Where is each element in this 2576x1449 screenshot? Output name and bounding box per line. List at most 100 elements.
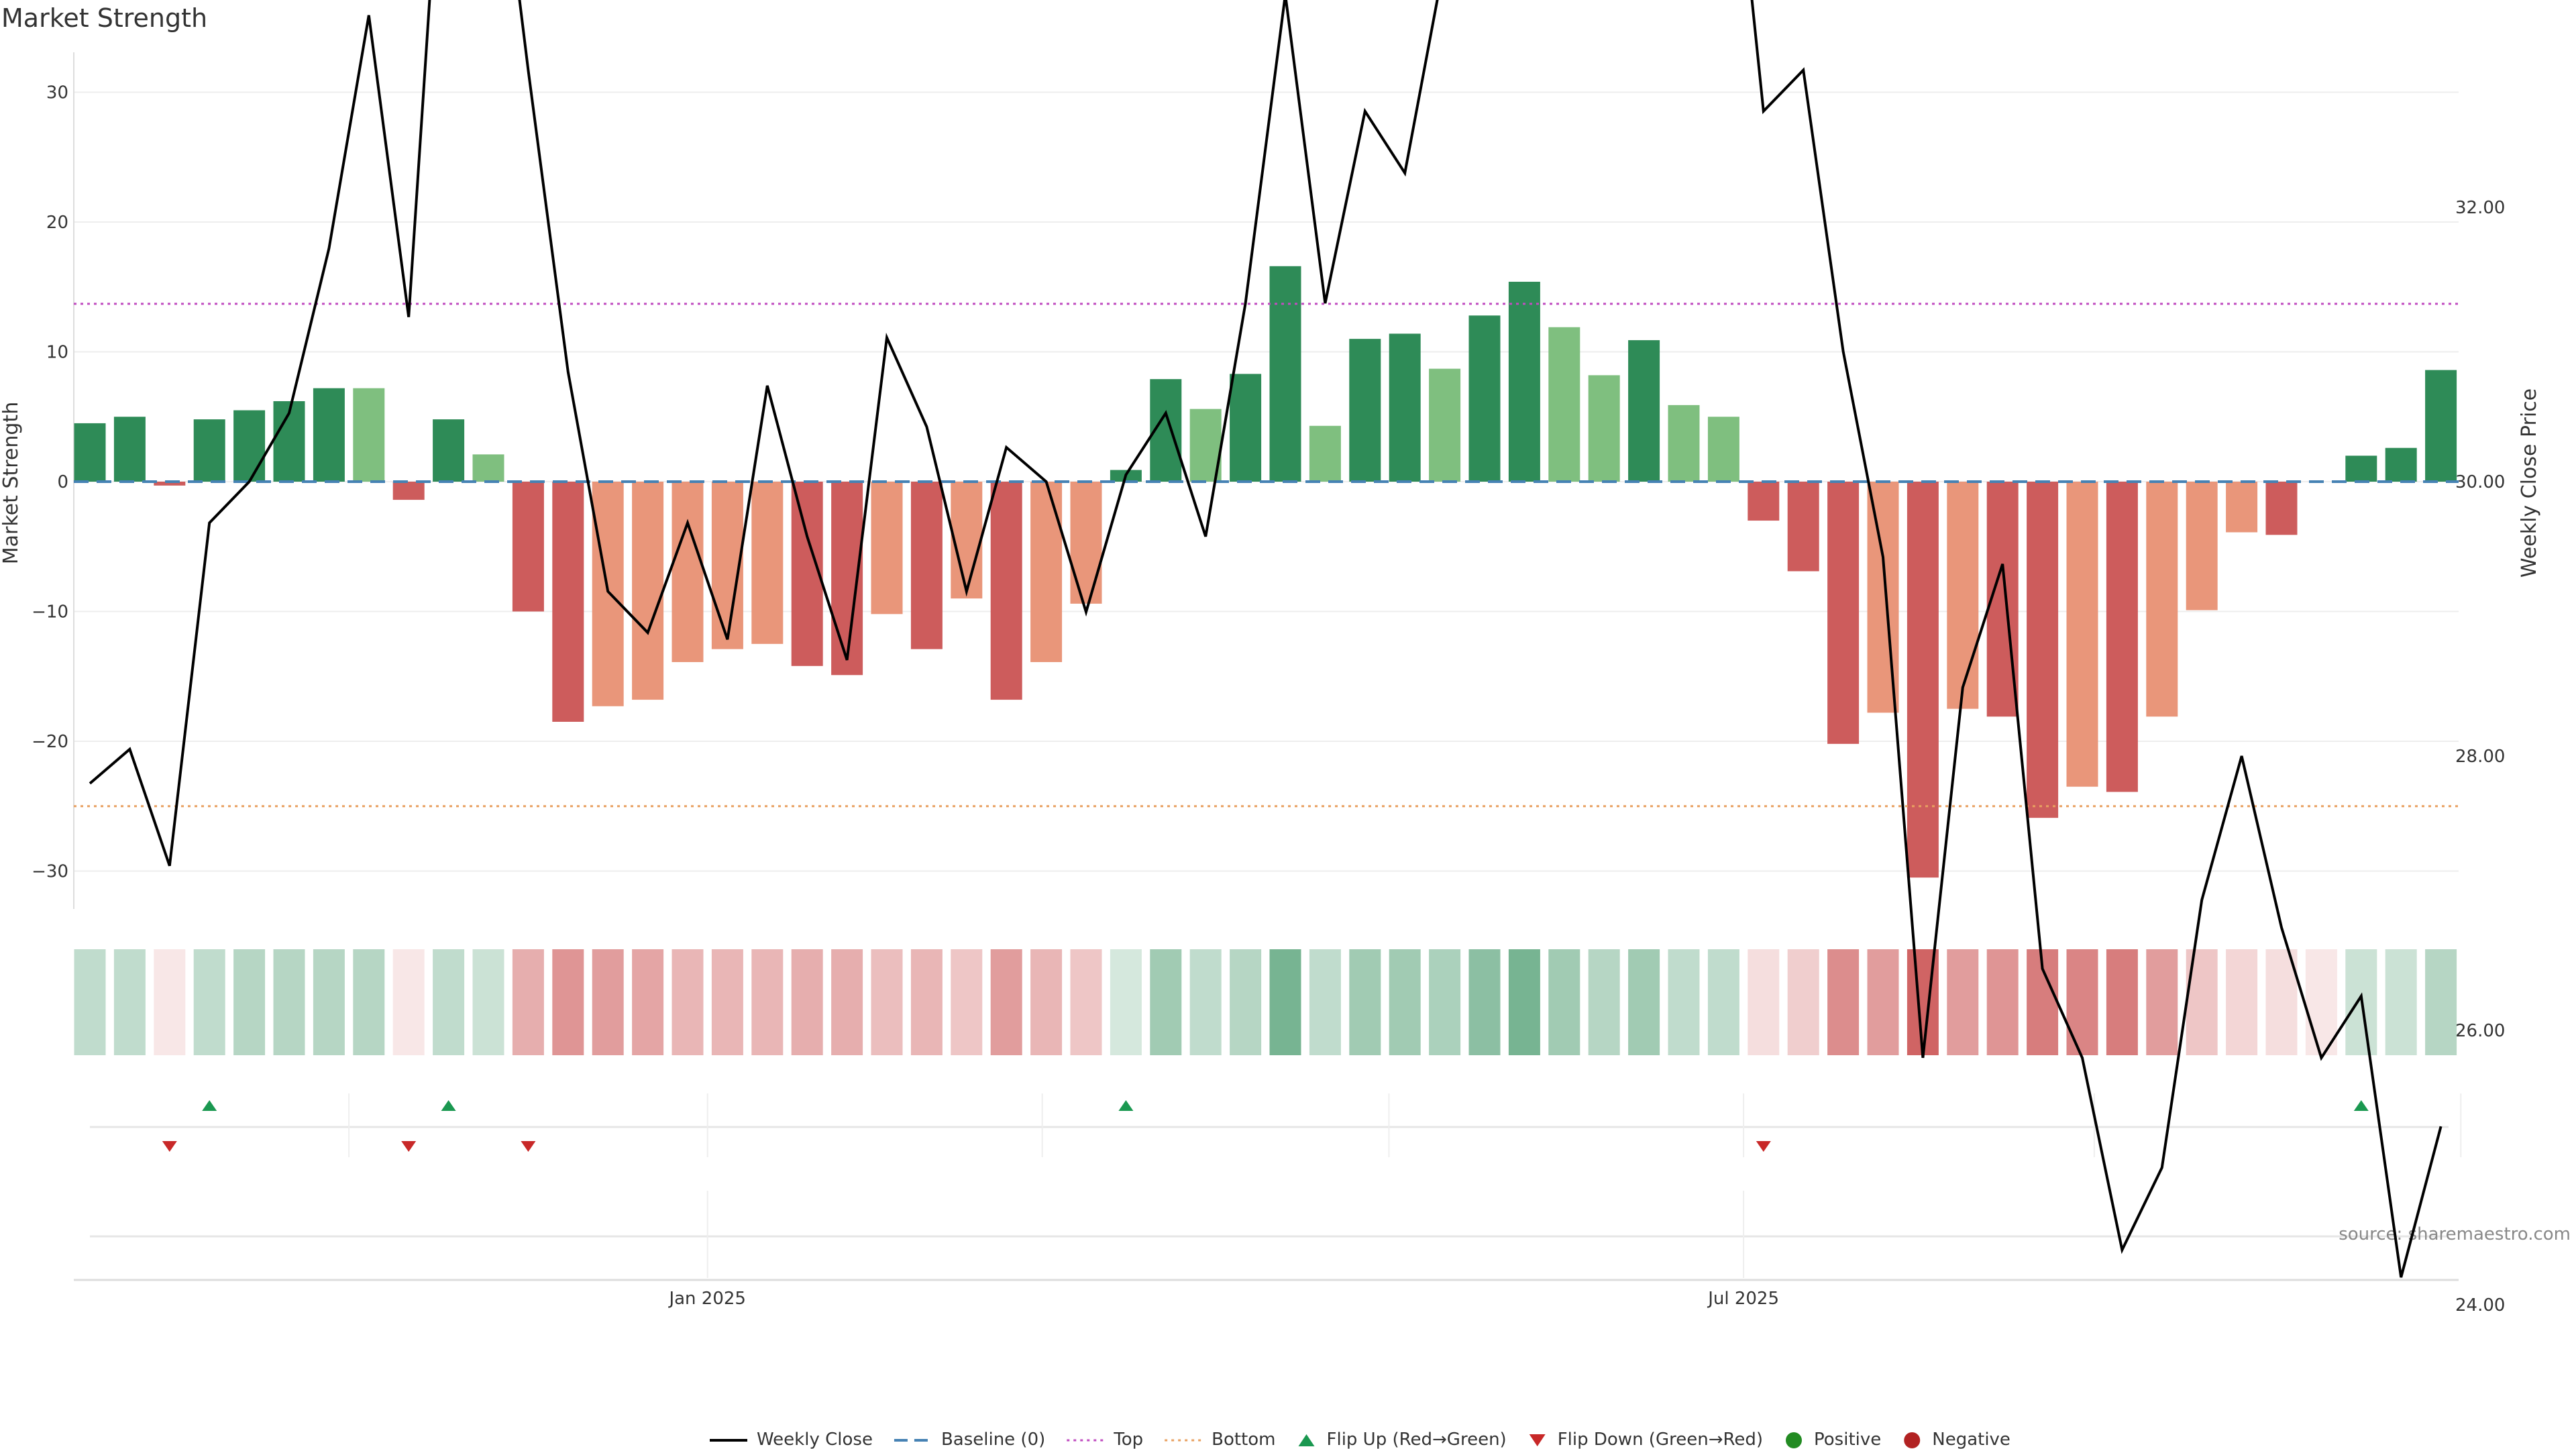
- heat-cell: [472, 949, 504, 1055]
- heat-cell: [2146, 949, 2178, 1055]
- heat-cell: [592, 949, 624, 1055]
- heat-cell: [1349, 949, 1381, 1055]
- strength-bar: [1707, 417, 1739, 482]
- legend-swatch-positive: [1786, 1432, 1803, 1448]
- heat-cell: [1389, 949, 1421, 1055]
- heat-cell: [1668, 949, 1700, 1055]
- flip-down-marker: [162, 1141, 177, 1152]
- heat-strip: [74, 949, 2457, 1055]
- legend-swatch-flip-up: [1298, 1434, 1315, 1446]
- strength-bar: [1548, 327, 1580, 482]
- strength-bar: [1508, 282, 1540, 482]
- heat-cell: [2305, 949, 2337, 1055]
- flip-up-marker: [202, 1100, 217, 1111]
- y-tick-label: 20: [46, 213, 68, 233]
- flip-up-marker: [441, 1100, 456, 1111]
- y2-tick-label: 24.00: [2455, 1295, 2505, 1316]
- heat-cell: [1230, 949, 1262, 1055]
- y-tick-label: 0: [57, 472, 68, 492]
- heat-cell: [951, 949, 983, 1055]
- heat-cell: [1508, 949, 1540, 1055]
- strength-bar: [951, 482, 983, 599]
- heat-cell: [1110, 949, 1142, 1055]
- strength-bar: [2106, 482, 2138, 792]
- heat-cell: [1309, 949, 1341, 1055]
- heat-cell: [791, 949, 823, 1055]
- y2-tick-label: 26.00: [2455, 1021, 2505, 1041]
- strength-bar: [2385, 447, 2417, 482]
- heat-cell: [910, 949, 943, 1055]
- strength-bar: [2265, 482, 2298, 535]
- flip-up-marker: [1118, 1100, 1134, 1111]
- reference-lines: [74, 303, 2459, 808]
- strength-bar: [2425, 370, 2457, 482]
- heat-cell: [990, 949, 1022, 1055]
- heat-cell: [2385, 949, 2417, 1055]
- strength-bar: [353, 388, 385, 482]
- strength-bar: [1429, 368, 1461, 482]
- heat-cell: [1548, 949, 1580, 1055]
- strength-bar: [1309, 425, 1341, 482]
- legend-swatch-flip-down: [1529, 1434, 1546, 1446]
- heat-cell: [751, 949, 784, 1055]
- legend: Weekly Close Baseline (0) Top Bottom Flip Up…: [710, 1430, 2010, 1449]
- strength-bar: [113, 417, 146, 482]
- heat-cell: [1269, 949, 1301, 1055]
- flip-down-marker: [521, 1141, 536, 1152]
- strength-bar: [791, 482, 823, 666]
- x-axis-ticks: Jan 2025 Jul 2025: [667, 1289, 1779, 1309]
- y-tick-label: 10: [46, 343, 68, 363]
- strength-bar: [392, 482, 425, 500]
- heat-cell: [672, 949, 704, 1055]
- heat-cell: [1787, 949, 1819, 1055]
- strength-bar: [2226, 482, 2258, 533]
- strength-bar: [154, 482, 186, 486]
- strength-bar: [1389, 333, 1421, 482]
- flip-up-marker: [2353, 1100, 2369, 1111]
- source-note: source: sharemaestro.com: [2339, 1224, 2571, 1244]
- strength-bar: [1867, 482, 1899, 713]
- strength-bar: [2066, 482, 2098, 787]
- y2-tick-label: 32.00: [2455, 198, 2505, 218]
- strength-bar: [1230, 374, 1262, 482]
- heat-cell: [1986, 949, 2019, 1055]
- heat-cell: [512, 949, 544, 1055]
- heat-cell: [193, 949, 225, 1055]
- strength-bar: [2186, 482, 2218, 610]
- heat-cell: [1150, 949, 1182, 1055]
- heat-cell: [1070, 949, 1102, 1055]
- x-tick-label: Jul 2025: [1707, 1289, 1779, 1309]
- legend-label: Positive: [1814, 1430, 1881, 1449]
- heat-cell: [552, 949, 584, 1055]
- heat-cell: [233, 949, 266, 1055]
- strength-bar: [1269, 266, 1301, 482]
- strength-bar: [1947, 482, 1979, 709]
- heat-cell: [353, 949, 385, 1055]
- heat-cell: [1429, 949, 1461, 1055]
- strength-bars: [74, 266, 2457, 878]
- strength-bar: [1907, 482, 1939, 878]
- strength-bar: [672, 482, 704, 662]
- heat-cell: [2265, 949, 2298, 1055]
- strength-bar: [233, 410, 266, 482]
- legend-label: Flip Down (Green→Red): [1558, 1430, 1763, 1449]
- heat-cell: [433, 949, 465, 1055]
- flip-marker-panel: [90, 1093, 2462, 1157]
- flip-down-marker: [1756, 1141, 1771, 1152]
- strength-bar: [1827, 482, 1860, 744]
- strength-bar: [2146, 482, 2178, 717]
- heat-cell: [113, 949, 146, 1055]
- y2-axis-label: Weekly Close Price: [2518, 388, 2541, 578]
- chart-title: Market Strength: [1, 3, 207, 33]
- strength-bar: [751, 482, 784, 644]
- heat-cell: [273, 949, 305, 1055]
- weekly-close-series: [89, 0, 2443, 1278]
- strength-bar: [1588, 375, 1620, 482]
- y-axis-label: Market Strength: [0, 402, 23, 564]
- heat-cell: [1947, 949, 1979, 1055]
- strength-bar: [433, 419, 465, 482]
- heat-cell: [1030, 949, 1063, 1055]
- strength-bar: [1070, 482, 1102, 604]
- heat-cell: [2425, 949, 2457, 1055]
